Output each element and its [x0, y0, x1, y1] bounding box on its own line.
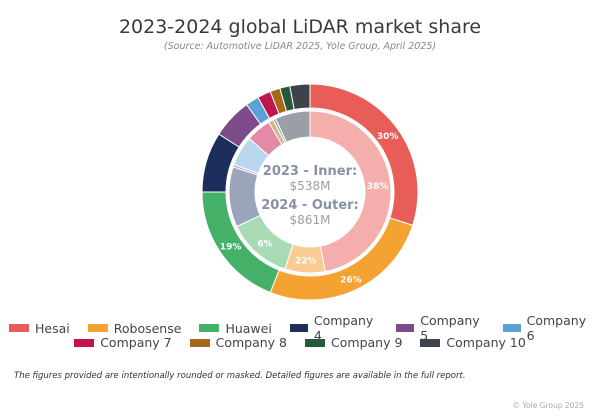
legend-item: Company 10 — [420, 335, 526, 350]
legend-item: Company 9 — [305, 335, 402, 350]
legend-swatch — [502, 324, 521, 332]
legend-swatch — [305, 338, 326, 347]
legend-item: Company 4 — [289, 313, 378, 343]
outer-data-label: 30% — [377, 132, 399, 142]
legend-item: Company 6 — [502, 313, 591, 343]
legend-item: Hesai — [9, 313, 70, 343]
outer-slice-company-10 — [289, 83, 311, 111]
legend-label: Robosense — [113, 320, 182, 336]
legend-label: Huawei — [225, 320, 272, 336]
legend-item: Company 7 — [74, 335, 172, 350]
outer-data-label: 19% — [220, 242, 242, 252]
legend-swatch — [420, 338, 441, 347]
legend-swatch — [9, 324, 29, 332]
chart-title: 2023-2024 global LiDAR market share — [118, 16, 482, 38]
inner-year-label: 2023 - Inner: — [263, 164, 357, 179]
inner-slice-company-4 — [228, 166, 261, 228]
outer-data-label: 26% — [340, 275, 362, 285]
chart-subtitle: (Source: Automotive LiDAR 2025, Yole Gro… — [163, 41, 437, 52]
legend-label: Hesai — [35, 320, 70, 336]
legend-label: Company 7 — [100, 335, 172, 350]
legend-label: Company 9 — [331, 335, 403, 350]
legend-swatch — [87, 324, 108, 332]
legend-swatch — [74, 338, 95, 347]
outer-year-label: 2024 - Outer: — [261, 198, 359, 213]
inner-data-label: 6% — [257, 240, 272, 250]
inner-slice-company-10 — [274, 110, 311, 143]
inner-slice-hesai — [309, 110, 392, 273]
legend-row-1: Hesai Robosense Huawei Company 4 Company 5 Co… — [0, 313, 600, 343]
footnote: The figures provided are intentionally r… — [14, 371, 466, 381]
legend-swatch — [189, 338, 210, 347]
legend-label: Company 8 — [215, 335, 288, 350]
outer-total: $861M — [290, 213, 331, 227]
inner-total: $538M — [290, 179, 331, 193]
legend-swatch — [396, 324, 415, 332]
legend-item: Company 8 — [189, 335, 288, 350]
legend-label: Company 10 — [446, 335, 526, 350]
legend-item: Huawei — [199, 313, 272, 343]
legend-label: Company 6 — [526, 313, 587, 343]
legend-swatch — [289, 324, 308, 332]
legend-swatch — [199, 324, 220, 332]
legend-item: Robosense — [87, 313, 182, 343]
legend-label: Company 4 — [313, 313, 374, 343]
legend-label: Company 5 — [420, 313, 480, 343]
copyright: © Yole Group 2025 — [512, 401, 584, 410]
legend-item: Company 5 — [396, 313, 484, 343]
inner-data-label: 38% — [367, 182, 389, 192]
legend-row-2: Company 7 Company 8 Company 9 Company 10 — [0, 335, 600, 350]
inner-data-label: 22% — [295, 256, 317, 266]
